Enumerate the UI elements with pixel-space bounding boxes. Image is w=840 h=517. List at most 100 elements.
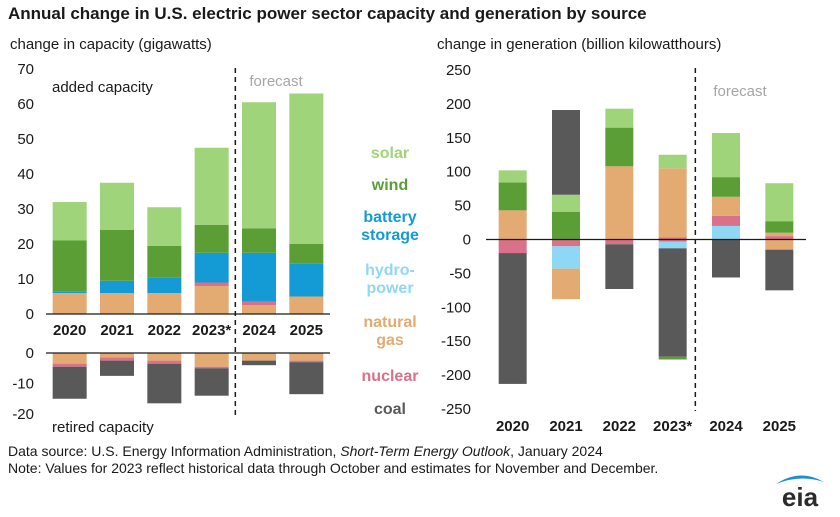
capacity-bar-solar (100, 182, 134, 230)
generation-bar-neg-coal (498, 253, 527, 384)
generation-bar-solar (498, 170, 527, 183)
capacity-bar-wind (289, 244, 324, 264)
generation-bar-wind (712, 177, 740, 197)
generation-subtitle: change in generation (billion kilowattho… (437, 36, 721, 53)
capacity-bar-battery (147, 277, 182, 293)
generation-xtick-label: 2023* (653, 418, 692, 435)
capacity-xtick-label: 2024 (242, 322, 276, 339)
generation-bar-wind (498, 182, 527, 211)
retired-bar-gas (100, 353, 134, 358)
retired-bar-coal (242, 360, 276, 366)
legend-label-battery: storage (361, 227, 419, 244)
capacity-forecast-label: forecast (249, 73, 303, 90)
capacity-bar-gas (147, 293, 182, 314)
data-source-suffix: , January 2024 (510, 443, 603, 459)
capacity-ytick-label: 10 (17, 271, 34, 288)
generation-ytick-label: 250 (446, 62, 471, 79)
capacity-xtick-label: 2022 (148, 322, 181, 339)
eia-logo-text: eia (782, 482, 819, 510)
generation-bar-neg-gas (765, 239, 794, 250)
capacity-ytick-label: 40 (17, 166, 34, 183)
retired-bar-gas (242, 353, 276, 361)
generation-bar-neg-coal (605, 244, 634, 289)
legend-label-battery: battery (363, 209, 416, 226)
generation-bar-neg-hydro (658, 241, 687, 249)
retired-capacity-label: retired capacity (52, 419, 154, 436)
generation-bar-wind (605, 127, 634, 167)
capacity-bar-nuclear (194, 282, 229, 286)
data-source-prefix: Data source: U.S. Energy Information Adm… (8, 443, 341, 459)
generation-bar-wind (552, 211, 580, 240)
generation-ytick-label: 0 (463, 232, 471, 249)
capacity-bar-wind (100, 230, 134, 281)
generation-bar-neg-nuclear (498, 239, 527, 254)
generation-ytick-label: -150 (441, 333, 471, 350)
retired-bar-gas (289, 353, 324, 361)
capacity-bar-gas (194, 286, 229, 314)
generation-ytick-label: 100 (446, 164, 471, 181)
generation-forecast-label: forecast (713, 83, 767, 100)
generation-bar-solar (552, 194, 580, 212)
capacity-bar-solar (289, 93, 324, 244)
capacity-bar-solar (52, 202, 87, 241)
legend-label-gas: gas (376, 332, 404, 349)
legend-label-hydro: power (366, 280, 413, 297)
generation-bar-gas (605, 166, 634, 240)
eia-logo-arc (776, 475, 824, 484)
capacity-chart: change in capacity (gigawatts) added capa… (10, 36, 330, 436)
generation-bar-nuclear (658, 237, 687, 240)
generation-bar-coal (552, 110, 580, 195)
footer: Data source: U.S. Energy Information Adm… (8, 443, 768, 477)
retired-bar-nuclear (289, 360, 324, 363)
capacity-ytick-label: 70 (17, 61, 34, 78)
generation-chart: change in generation (billion kilowattho… (437, 36, 806, 435)
generation-xtick-label: 2025 (763, 418, 796, 435)
capacity-xtick-label: 2025 (290, 322, 323, 339)
capacity-xtick-label: 2023* (192, 322, 231, 339)
generation-bar-hydro (712, 225, 740, 240)
chart-title: Annual change in U.S. electric power sec… (8, 4, 647, 23)
capacity-bar-gas (242, 305, 276, 314)
generation-ytick-label: 50 (454, 198, 471, 215)
capacity-bar-solar (194, 147, 229, 225)
capacity-bar-wind (242, 228, 276, 253)
generation-bar-gas (658, 168, 687, 238)
capacity-bar-battery (52, 291, 87, 293)
retired-ytick-label: 0 (26, 345, 34, 362)
generation-ytick-label: 150 (446, 130, 471, 147)
data-source-title: Short-Term Energy Outlook (340, 443, 511, 459)
retired-bar-gas (52, 353, 87, 364)
data-note: Note: Values for 2023 reflect historical… (8, 460, 659, 476)
capacity-bar-gas (289, 296, 324, 314)
retired-bar-coal (147, 363, 182, 404)
generation-ytick-label: -50 (449, 265, 471, 282)
retired-bar-gas (194, 353, 229, 367)
capacity-xtick-label: 2021 (100, 322, 133, 339)
capacity-xtick-label: 2020 (53, 322, 86, 339)
generation-bar-neg-coal (712, 239, 740, 278)
generation-ytick-label: -200 (441, 367, 471, 384)
capacity-bar-gas (100, 293, 134, 314)
generation-bar-gas (498, 210, 527, 240)
capacity-bar-gas (52, 293, 87, 314)
capacity-ytick-label: 30 (17, 201, 34, 218)
generation-xtick-label: 2020 (496, 418, 529, 435)
capacity-ytick-label: 60 (17, 96, 34, 113)
capacity-bar-battery (289, 263, 324, 297)
retired-bar-coal (289, 362, 324, 395)
generation-bar-nuclear (712, 215, 740, 226)
generation-bar-wind (765, 221, 794, 233)
capacity-bar-nuclear (242, 301, 276, 306)
generation-bar-neg-nuclear (552, 239, 580, 247)
generation-xtick-label: 2024 (709, 418, 743, 435)
generation-bar-nuclear (765, 236, 794, 240)
legend-label-wind: wind (371, 177, 408, 194)
retired-ytick-label: -20 (12, 406, 34, 423)
capacity-ytick-label: 20 (17, 236, 34, 253)
capacity-bar-solar (242, 102, 276, 229)
capacity-bar-battery (100, 280, 134, 293)
generation-ytick-label: -100 (441, 299, 471, 316)
capacity-ytick-label: 0 (26, 306, 34, 323)
retired-bar-nuclear (194, 366, 229, 369)
